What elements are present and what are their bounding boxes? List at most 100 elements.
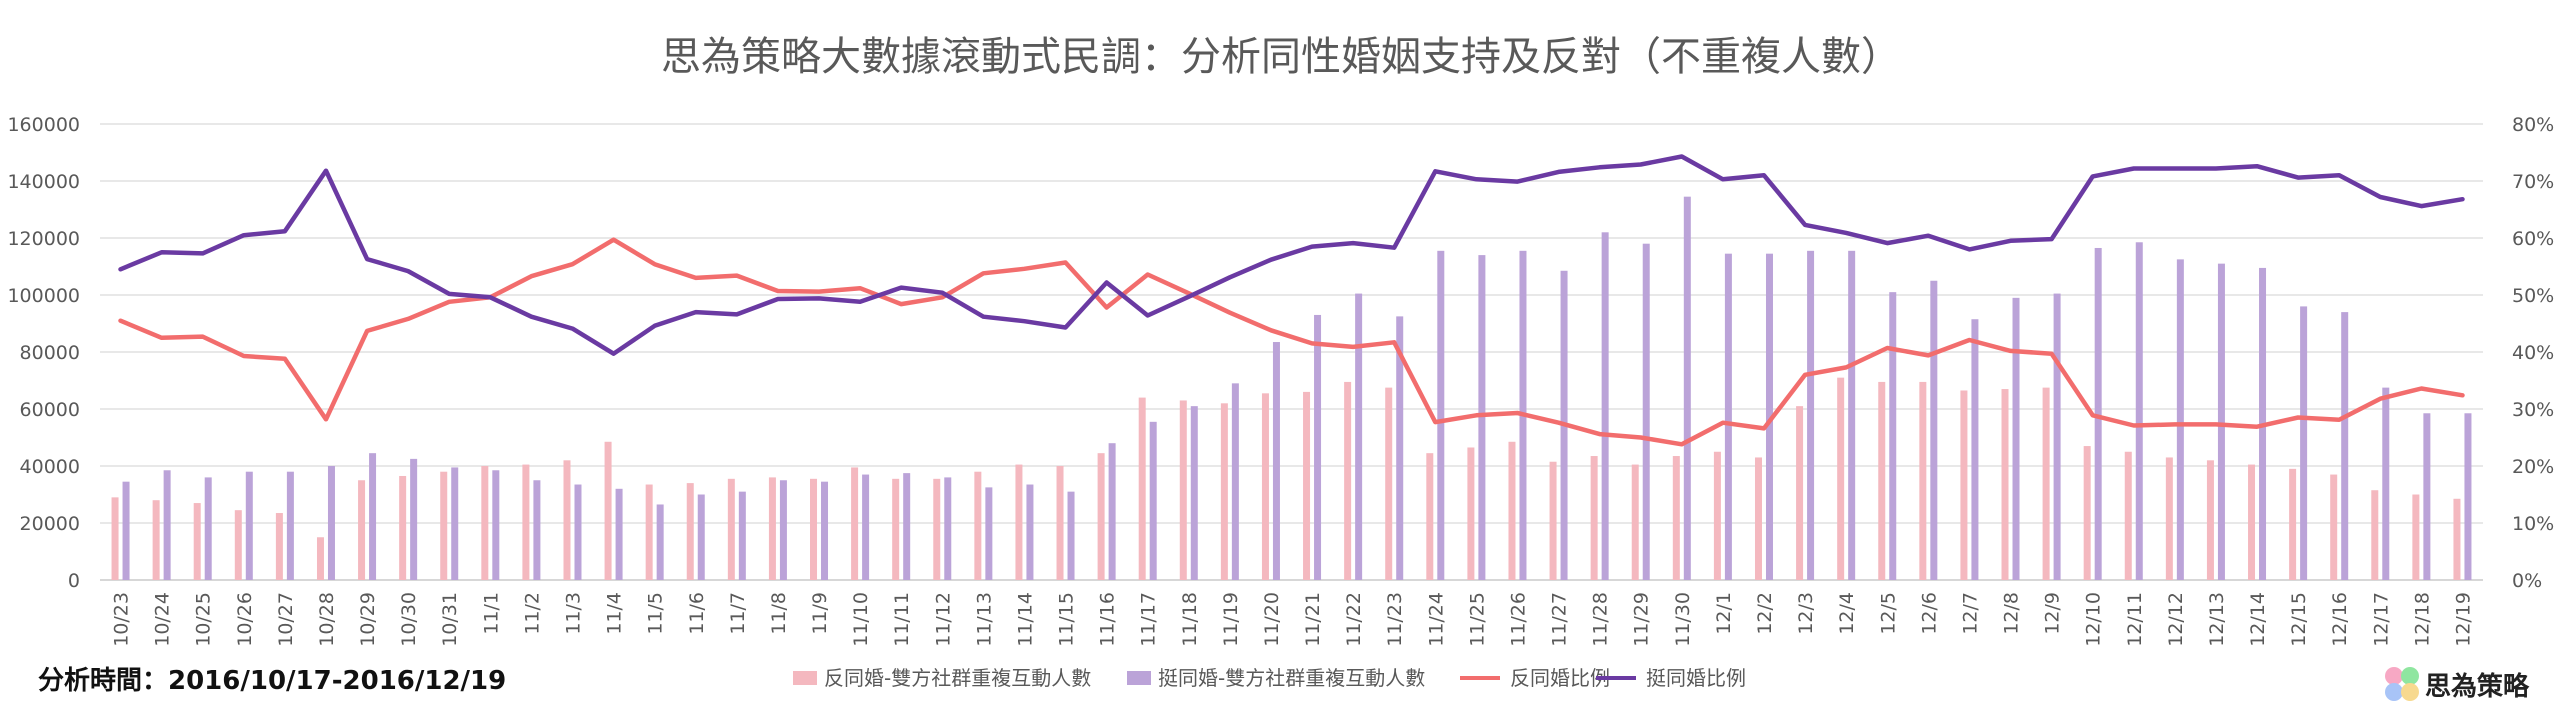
support-count-bar	[615, 488, 623, 580]
support-count-bar	[204, 477, 212, 580]
legend-label-support-ratio: 挺同婚比例	[1646, 666, 1746, 690]
oppose-count-bar	[1919, 381, 1927, 580]
x-axis-tick-label: 12/10	[2083, 592, 2105, 647]
support-count-bar	[1889, 292, 1897, 580]
oppose-count-bar	[1179, 400, 1187, 580]
support-count-bar	[1971, 319, 1979, 580]
x-axis-tick-label: 12/19	[2452, 592, 2474, 647]
support-count-bar	[1765, 253, 1773, 581]
x-axis-tick-label: 12/15	[2288, 592, 2310, 647]
support-count-bar	[944, 477, 952, 580]
x-axis-tick-label: 12/4	[1836, 592, 1858, 635]
x-axis-tick-label: 11/24	[1425, 592, 1447, 647]
oppose-count-bar	[768, 477, 776, 580]
oppose-count-bar	[974, 471, 982, 580]
x-axis-tick-label: 12/9	[2042, 592, 2064, 635]
x-axis-tick-label: 12/18	[2411, 592, 2433, 647]
support-count-bar	[1478, 255, 1486, 580]
support-count-bar	[2423, 413, 2431, 580]
support-count-bar	[2053, 293, 2061, 580]
oppose-count-bar	[933, 478, 941, 580]
x-axis-tick-label: 10/28	[316, 592, 338, 647]
oppose-count-bar	[563, 460, 571, 580]
oppose-count-bar	[2412, 494, 2420, 580]
left-axis-tick-label: 140000	[7, 171, 80, 193]
x-axis-tick-label: 11/9	[809, 592, 831, 635]
oppose-count-bar	[522, 464, 530, 580]
oppose-count-bar	[2330, 474, 2338, 580]
x-axis-tick-label: 12/3	[1795, 592, 1817, 635]
oppose-count-bar	[2083, 446, 2091, 580]
logo-circle-yellow	[2401, 683, 2419, 701]
oppose-count-bar	[1220, 403, 1228, 580]
oppose-count-bar	[892, 478, 900, 580]
lines	[118, 154, 2465, 447]
oppose-count-bar	[1672, 456, 1680, 580]
support-count-bar	[1108, 443, 1116, 580]
oppose-count-bar	[1097, 453, 1105, 580]
support-count-bar	[163, 470, 171, 580]
left-axis-tick-label: 20000	[20, 513, 80, 535]
x-axis-tick-label: 11/5	[645, 592, 667, 635]
support-count-bar	[1272, 342, 1280, 580]
support-count-bar	[2341, 312, 2349, 580]
logo-circle-pink	[2385, 667, 2403, 685]
oppose-count-bar	[152, 500, 160, 580]
left-axis-tick-label: 0	[68, 570, 80, 592]
support-count-bar	[574, 484, 582, 580]
support-count-bar	[245, 471, 253, 580]
support-count-bar	[1848, 250, 1856, 580]
support-count-bar	[1601, 232, 1609, 581]
x-axis-tick-label: 12/5	[1877, 592, 1899, 635]
x-axis-tick-label: 11/2	[521, 592, 543, 635]
x-axis-tick-label: 12/12	[2165, 592, 2187, 647]
right-axis-tick-label: 0%	[2512, 570, 2542, 592]
oppose-count-bar	[1837, 377, 1845, 580]
x-axis-tick-label: 10/29	[357, 592, 379, 647]
right-axis-tick-label: 20%	[2512, 456, 2554, 478]
oppose-count-bar	[2248, 464, 2256, 580]
support-count-bar	[738, 491, 746, 580]
support-count-bar	[1396, 316, 1404, 580]
support-count-bar	[1026, 484, 1034, 580]
support-count-bar	[2176, 259, 2184, 580]
left-axis-tick-label: 160000	[7, 114, 80, 136]
support-count-bar	[2300, 306, 2308, 580]
legend-label-oppose-ratio: 反同婚比例	[1510, 666, 1610, 690]
oppose-count-bar	[1138, 397, 1146, 580]
x-axis-tick-label: 10/26	[234, 592, 256, 647]
x-axis-tick-label: 12/16	[2329, 592, 2351, 647]
support-count-bar	[1314, 314, 1322, 580]
oppose-count-bar	[1754, 457, 1762, 580]
logo-circle-green	[2401, 667, 2419, 685]
x-axis-tick-label: 11/25	[1466, 592, 1488, 647]
analysis-period-text: 分析時間：2016/10/17-2016/12/19	[38, 666, 506, 696]
x-axis-tick-label: 10/30	[398, 592, 420, 647]
support-count-bar	[1149, 421, 1157, 580]
support-count-bar	[2135, 242, 2143, 580]
legend-swatch-oppose-count	[793, 671, 817, 685]
bars	[111, 196, 2472, 581]
support-count-bar	[1683, 196, 1691, 581]
right-axis-tick-label: 60%	[2512, 228, 2554, 250]
x-axis-tick-label: 11/16	[1097, 592, 1119, 647]
x-axis-tick-label: 12/1	[1713, 592, 1735, 635]
x-axis-tick-label: 11/6	[686, 592, 708, 635]
x-axis-tick-label: 11/21	[1302, 592, 1324, 647]
oppose-count-bar	[275, 513, 283, 580]
left-axis-tick-label: 40000	[20, 456, 80, 478]
oppose-count-bar	[440, 471, 448, 580]
legend-label-oppose-count: 反同婚-雙方社群重複互動人數	[824, 666, 1091, 690]
oppose-count-bar	[1426, 453, 1434, 580]
x-axis-tick-label: 12/13	[2206, 592, 2228, 647]
oppose-count-bar	[2001, 389, 2009, 580]
support-count-bar	[1067, 491, 1075, 580]
oppose-count-bar	[686, 483, 694, 580]
oppose-count-bar	[1303, 391, 1311, 580]
legend-label-support-count: 挺同婚-雙方社群重複互動人數	[1158, 666, 1425, 690]
x-axis-tick-label: 10/23	[111, 592, 133, 647]
oppose-count-bar	[810, 478, 818, 580]
oppose-count-bar	[851, 467, 859, 580]
x-axis-tick-label: 11/12	[932, 592, 954, 647]
oppose-count-bar	[1713, 451, 1721, 580]
